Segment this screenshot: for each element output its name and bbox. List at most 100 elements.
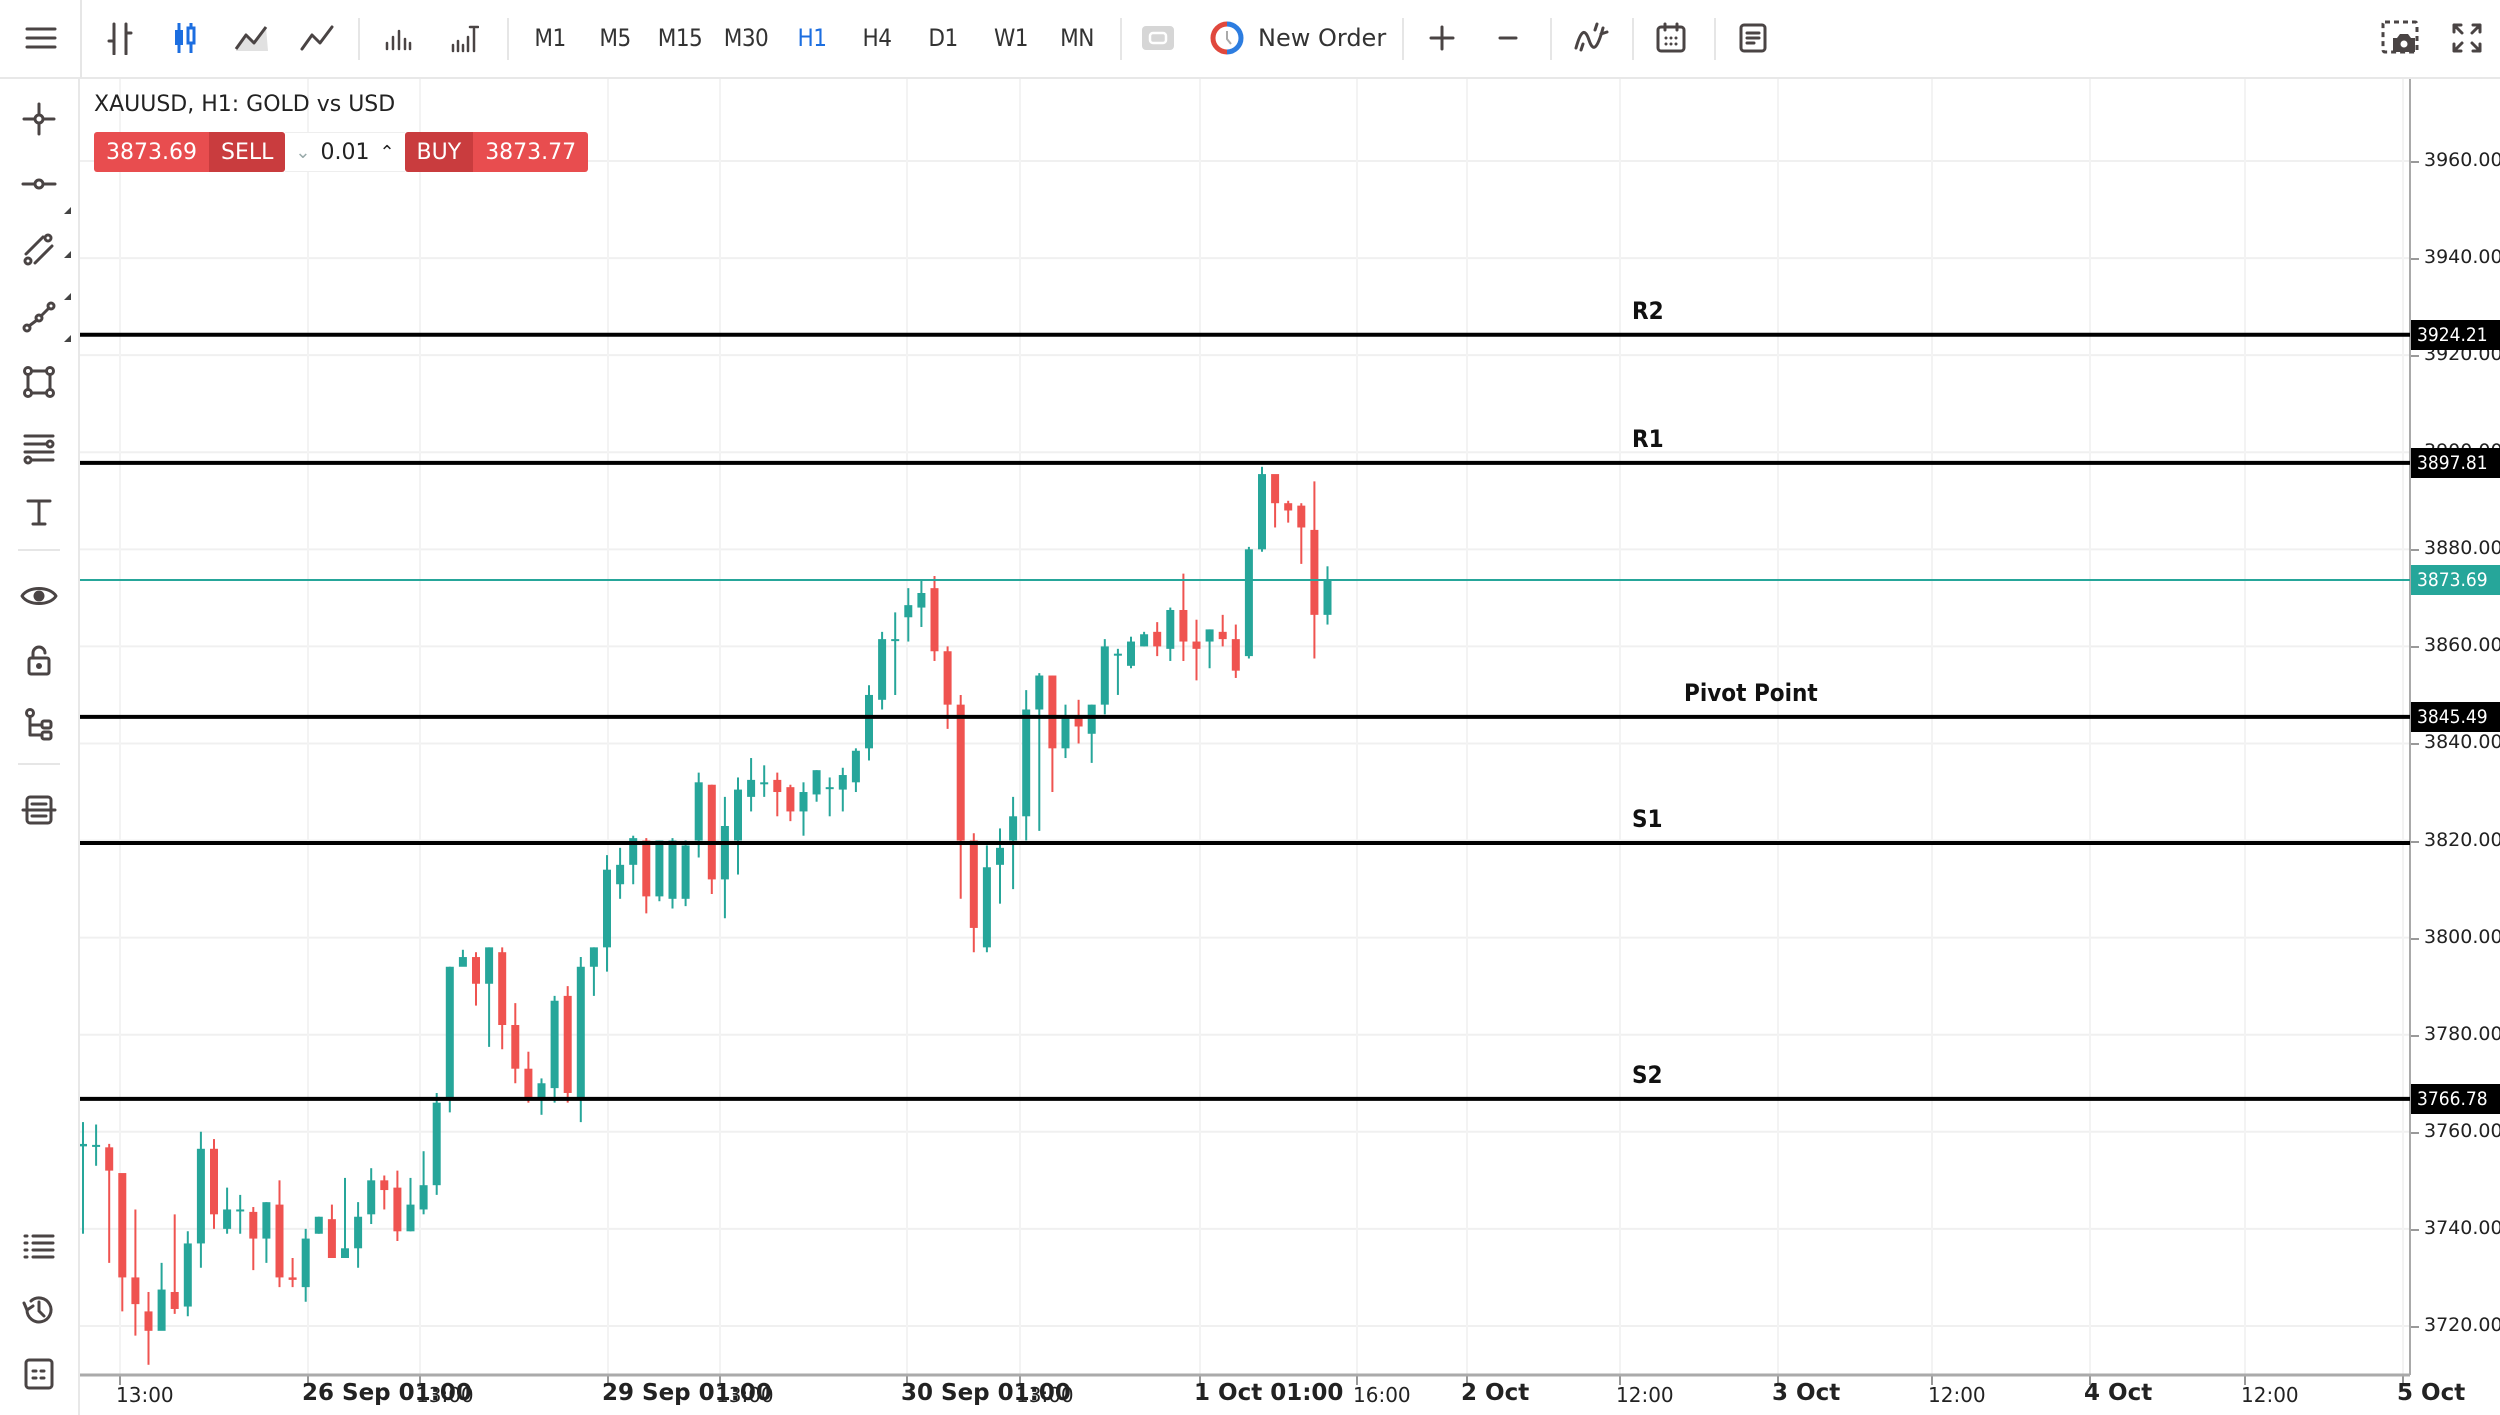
time-tick-label: 4 Oct bbox=[2084, 1380, 2153, 1406]
calculator-icon[interactable] bbox=[14, 1349, 64, 1399]
polyline-icon[interactable] bbox=[14, 291, 64, 341]
timeframe-h4[interactable]: H4 bbox=[862, 24, 892, 52]
lot-size-value[interactable]: 0.01 bbox=[320, 139, 370, 165]
depth-of-market-icon[interactable] bbox=[14, 785, 64, 835]
candle bbox=[812, 770, 821, 802]
object-tree-icon[interactable] bbox=[14, 699, 64, 749]
level-price-tag: 3924.21 bbox=[2411, 319, 2500, 350]
candle bbox=[773, 772, 782, 817]
price-tick bbox=[2411, 646, 2419, 649]
fibonacci-icon[interactable] bbox=[14, 423, 64, 473]
time-tick-label: 26 Sep 01:00 bbox=[302, 1380, 472, 1406]
candle bbox=[1179, 573, 1188, 661]
candle bbox=[1022, 690, 1031, 841]
candle bbox=[367, 1168, 376, 1225]
area-chart-icon[interactable] bbox=[230, 14, 274, 62]
left-toolbar bbox=[0, 79, 80, 1415]
candle bbox=[485, 947, 494, 1047]
candle bbox=[341, 1177, 349, 1259]
candle bbox=[1323, 566, 1332, 625]
new-order-label: New Order bbox=[1258, 24, 1387, 52]
candle bbox=[1166, 607, 1175, 661]
candle bbox=[917, 580, 926, 627]
timeframe-w1[interactable]: W1 bbox=[993, 24, 1029, 52]
candle bbox=[878, 631, 887, 710]
price-tick bbox=[2411, 355, 2419, 358]
timeframe-mn[interactable]: MN bbox=[1060, 24, 1094, 52]
candle bbox=[1153, 622, 1162, 657]
candle bbox=[236, 1194, 245, 1234]
history-icon[interactable] bbox=[14, 1285, 64, 1335]
trend-lines-icon[interactable] bbox=[14, 225, 64, 275]
candlestick-chart-icon[interactable] bbox=[163, 14, 207, 62]
level-label: R1 bbox=[1632, 424, 1664, 453]
calendar-icon[interactable] bbox=[1646, 14, 1696, 62]
crosshair-icon[interactable] bbox=[14, 94, 64, 144]
indicators-icon[interactable] bbox=[1566, 14, 1616, 62]
candle bbox=[354, 1202, 363, 1268]
candle bbox=[1284, 500, 1293, 523]
template-icon[interactable] bbox=[1728, 14, 1778, 62]
lot-decrease-icon[interactable]: ⌄ bbox=[295, 141, 311, 163]
price-tick bbox=[2411, 743, 2419, 746]
one-click-trading-icon[interactable] bbox=[1138, 14, 1178, 62]
line-chart-icon[interactable] bbox=[296, 14, 340, 62]
candle bbox=[642, 838, 651, 914]
price-tick-label: 3960.00 bbox=[2424, 149, 2500, 171]
time-tick-label: 3 Oct bbox=[1772, 1380, 1841, 1406]
candle bbox=[498, 947, 507, 1050]
timeframe-m15[interactable]: M15 bbox=[657, 24, 703, 52]
zoom-in-icon[interactable] bbox=[1420, 14, 1464, 62]
hamburger-menu-icon[interactable] bbox=[18, 14, 64, 62]
lock-icon[interactable] bbox=[14, 635, 64, 685]
volume-icon[interactable] bbox=[376, 14, 420, 62]
fullscreen-icon[interactable] bbox=[2442, 14, 2492, 62]
shapes-icon[interactable] bbox=[14, 357, 64, 407]
price-tick bbox=[2411, 258, 2419, 261]
lot-size-stepper[interactable]: ⌄ 0.01 ⌃ bbox=[285, 132, 405, 172]
timeframe-m5[interactable]: M5 bbox=[599, 24, 631, 52]
time-tick-label: 13:00 bbox=[716, 1383, 774, 1407]
candle bbox=[223, 1187, 232, 1234]
timeframe-m30[interactable]: M30 bbox=[723, 24, 769, 52]
candle bbox=[511, 1003, 520, 1084]
new-order-button[interactable]: New Order bbox=[1210, 14, 1386, 62]
candle bbox=[1310, 481, 1319, 659]
candle bbox=[262, 1202, 271, 1263]
candle bbox=[550, 995, 559, 1103]
horizontal-line-icon[interactable] bbox=[14, 159, 64, 209]
visibility-icon[interactable] bbox=[14, 571, 64, 621]
time-tick-label: 16:00 bbox=[1353, 1383, 1411, 1407]
candle bbox=[747, 758, 756, 812]
candle bbox=[1113, 648, 1122, 695]
sell-price[interactable]: 3873.69 bbox=[94, 132, 209, 172]
bar-chart-icon[interactable] bbox=[98, 14, 142, 62]
time-tick-label: 12:00 bbox=[1928, 1383, 1986, 1407]
tick-volume-icon[interactable] bbox=[442, 14, 486, 62]
level-label: R2 bbox=[1632, 296, 1664, 325]
timeframe-m1[interactable]: M1 bbox=[534, 24, 566, 52]
price-tick bbox=[2411, 937, 2419, 940]
timeframe-h1[interactable]: H1 bbox=[797, 24, 827, 52]
zoom-out-icon[interactable] bbox=[1486, 14, 1530, 62]
buy-button[interactable]: BUY bbox=[404, 132, 474, 172]
timeframe-d1[interactable]: D1 bbox=[928, 24, 958, 52]
candle bbox=[969, 833, 978, 953]
text-icon[interactable] bbox=[14, 487, 64, 537]
screenshot-icon[interactable] bbox=[2376, 14, 2426, 62]
buy-price[interactable]: 3873.77 bbox=[473, 132, 589, 172]
candle bbox=[956, 694, 965, 899]
candlestick-chart[interactable] bbox=[80, 79, 2500, 1415]
time-tick-label: 30 Sep 01:00 bbox=[901, 1380, 1071, 1406]
candle bbox=[118, 1173, 127, 1312]
lot-increase-icon[interactable]: ⌃ bbox=[379, 141, 395, 163]
candle bbox=[825, 777, 834, 817]
level-price-tag: 3766.78 bbox=[2411, 1083, 2500, 1114]
orders-list-icon[interactable] bbox=[14, 1221, 64, 1271]
sell-button[interactable]: SELL bbox=[208, 132, 286, 172]
chart-area[interactable] bbox=[80, 79, 2500, 1415]
candle bbox=[1258, 466, 1266, 552]
level-price-tag: 3897.81 bbox=[2411, 447, 2500, 478]
price-tick-label: 3720.00 bbox=[2424, 1313, 2500, 1336]
level-label: Pivot Point bbox=[1684, 678, 1818, 707]
